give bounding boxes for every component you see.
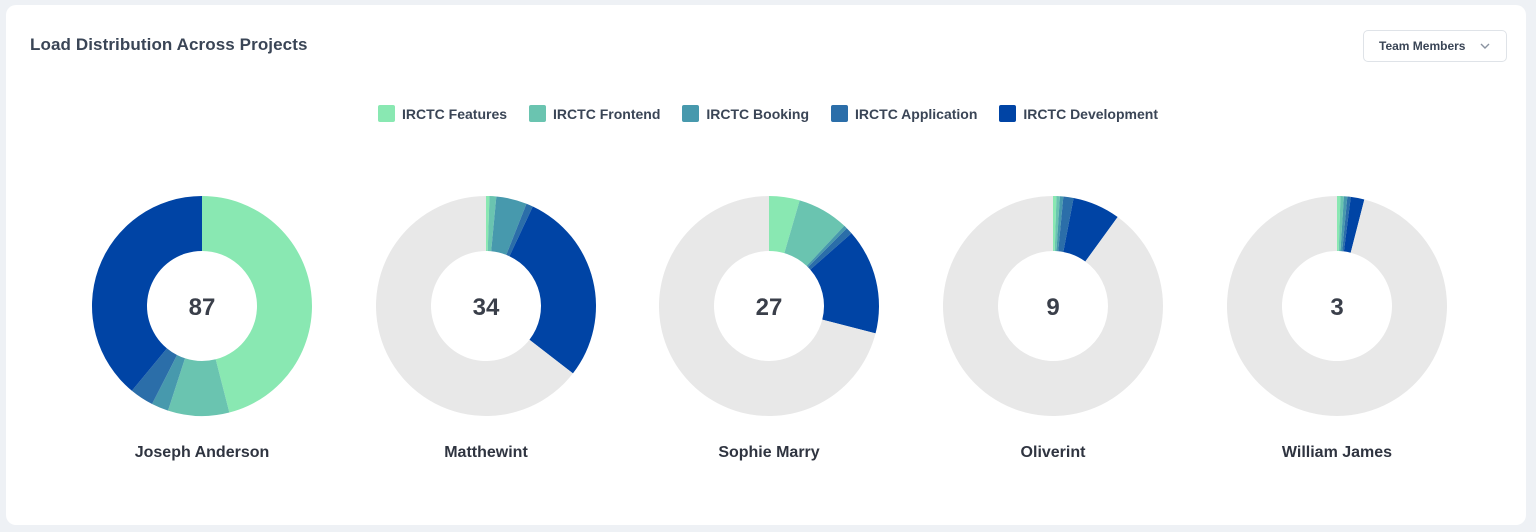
donut-segment-irctc-features[interactable]	[769, 196, 800, 254]
donut-segment-irctc-booking[interactable]	[152, 355, 185, 411]
donut-chart-sophie-marry: 27 Sophie Marry	[658, 196, 879, 461]
donut-category-label: Sophie Marry	[718, 444, 819, 461]
donut-segment-irctc-frontend[interactable]	[784, 200, 845, 266]
donut-segment-irctc-application[interactable]	[131, 348, 178, 405]
legend-label: IRCTC Frontend	[553, 105, 661, 122]
legend-label: IRCTC Development	[1023, 105, 1158, 122]
donut-segment-remaining	[658, 196, 876, 416]
donut-segment-remaining	[376, 196, 573, 416]
donut-chart-oliverint: 9 Oliverint	[943, 195, 1164, 461]
donut-category-label: Oliverint	[1021, 444, 1087, 461]
donut-segment-irctc-features[interactable]	[1337, 195, 1341, 252]
donut-charts: 87 Joseph Anderson 34 Matthewint 27 Sophie Ma…	[91, 195, 1447, 461]
donut-segment-irctc-frontend[interactable]	[168, 358, 230, 416]
legend-item-irctc-application[interactable]: IRCTC Application	[831, 105, 977, 122]
donut-segment-remaining	[1226, 196, 1447, 416]
donut-segment-irctc-frontend[interactable]	[487, 196, 497, 252]
donut-category-label: William James	[1282, 444, 1392, 461]
donut-segment-irctc-booking[interactable]	[1340, 196, 1348, 252]
donut-segment-irctc-booking[interactable]	[491, 196, 527, 255]
team-members-dropdown[interactable]: Team Members	[1363, 30, 1507, 62]
legend-item-irctc-frontend[interactable]: IRCTC Frontend	[529, 105, 660, 122]
donut-segment-irctc-application[interactable]	[506, 203, 533, 257]
legend-swatch	[999, 105, 1017, 122]
donut-segment-irctc-features[interactable]	[1053, 195, 1057, 252]
donut-total-label: 3	[1330, 294, 1343, 321]
donut-segment-irctc-frontend[interactable]	[1338, 196, 1344, 252]
donut-chart-william-james: 3 William James	[1226, 195, 1447, 461]
chevron-down-icon	[1480, 43, 1490, 49]
donut-chart-matthewint: 34 Matthewint	[376, 195, 597, 461]
donut-category-label: Matthewint	[444, 444, 528, 461]
chart-legend: IRCTC Features IRCTC Frontend IRCTC Book…	[6, 105, 1530, 122]
legend-label: IRCTC Application	[855, 105, 978, 122]
legend-label: IRCTC Features	[402, 105, 508, 122]
donut-category-label: Joseph Anderson	[135, 444, 270, 461]
donut-total-label: 87	[189, 294, 216, 321]
donut-segment-irctc-booking[interactable]	[1056, 196, 1064, 252]
donut-segment-irctc-development[interactable]	[91, 196, 202, 391]
donut-segment-irctc-application[interactable]	[807, 228, 852, 270]
donut-segment-irctc-development[interactable]	[1063, 197, 1118, 262]
donut-segment-remaining	[943, 196, 1164, 416]
donut-segment-irctc-development[interactable]	[509, 206, 597, 374]
legend-swatch	[529, 105, 547, 122]
donut-segment-irctc-development[interactable]	[1343, 196, 1365, 253]
donut-segment-irctc-development[interactable]	[810, 233, 879, 334]
legend-item-irctc-development[interactable]: IRCTC Development	[999, 105, 1158, 122]
legend-swatch	[682, 105, 700, 122]
legend-label: IRCTC Booking	[706, 105, 810, 122]
load-distribution-card: Load Distribution Across Projects Team M…	[6, 5, 1526, 525]
donut-segment-irctc-features[interactable]	[486, 195, 490, 252]
donut-chart-joseph-anderson: 87 Joseph Anderson	[91, 196, 312, 461]
donut-total-label: 34	[473, 294, 500, 321]
donut-segment-irctc-features[interactable]	[202, 196, 312, 413]
donut-segment-irctc-application[interactable]	[1342, 196, 1351, 252]
donut-segment-irctc-application[interactable]	[1058, 196, 1074, 252]
donut-segment-irctc-frontend[interactable]	[1054, 196, 1060, 252]
donut-total-label: 27	[756, 294, 783, 321]
donut-segment-irctc-booking[interactable]	[806, 225, 847, 268]
legend-swatch	[831, 105, 849, 122]
dropdown-selected-value: Team Members	[1379, 39, 1466, 53]
legend-item-irctc-features[interactable]: IRCTC Features	[378, 105, 507, 122]
card-title: Load Distribution Across Projects	[30, 35, 308, 54]
legend-swatch	[378, 105, 396, 122]
donut-total-label: 9	[1046, 294, 1059, 321]
legend-item-irctc-booking[interactable]: IRCTC Booking	[682, 105, 809, 122]
